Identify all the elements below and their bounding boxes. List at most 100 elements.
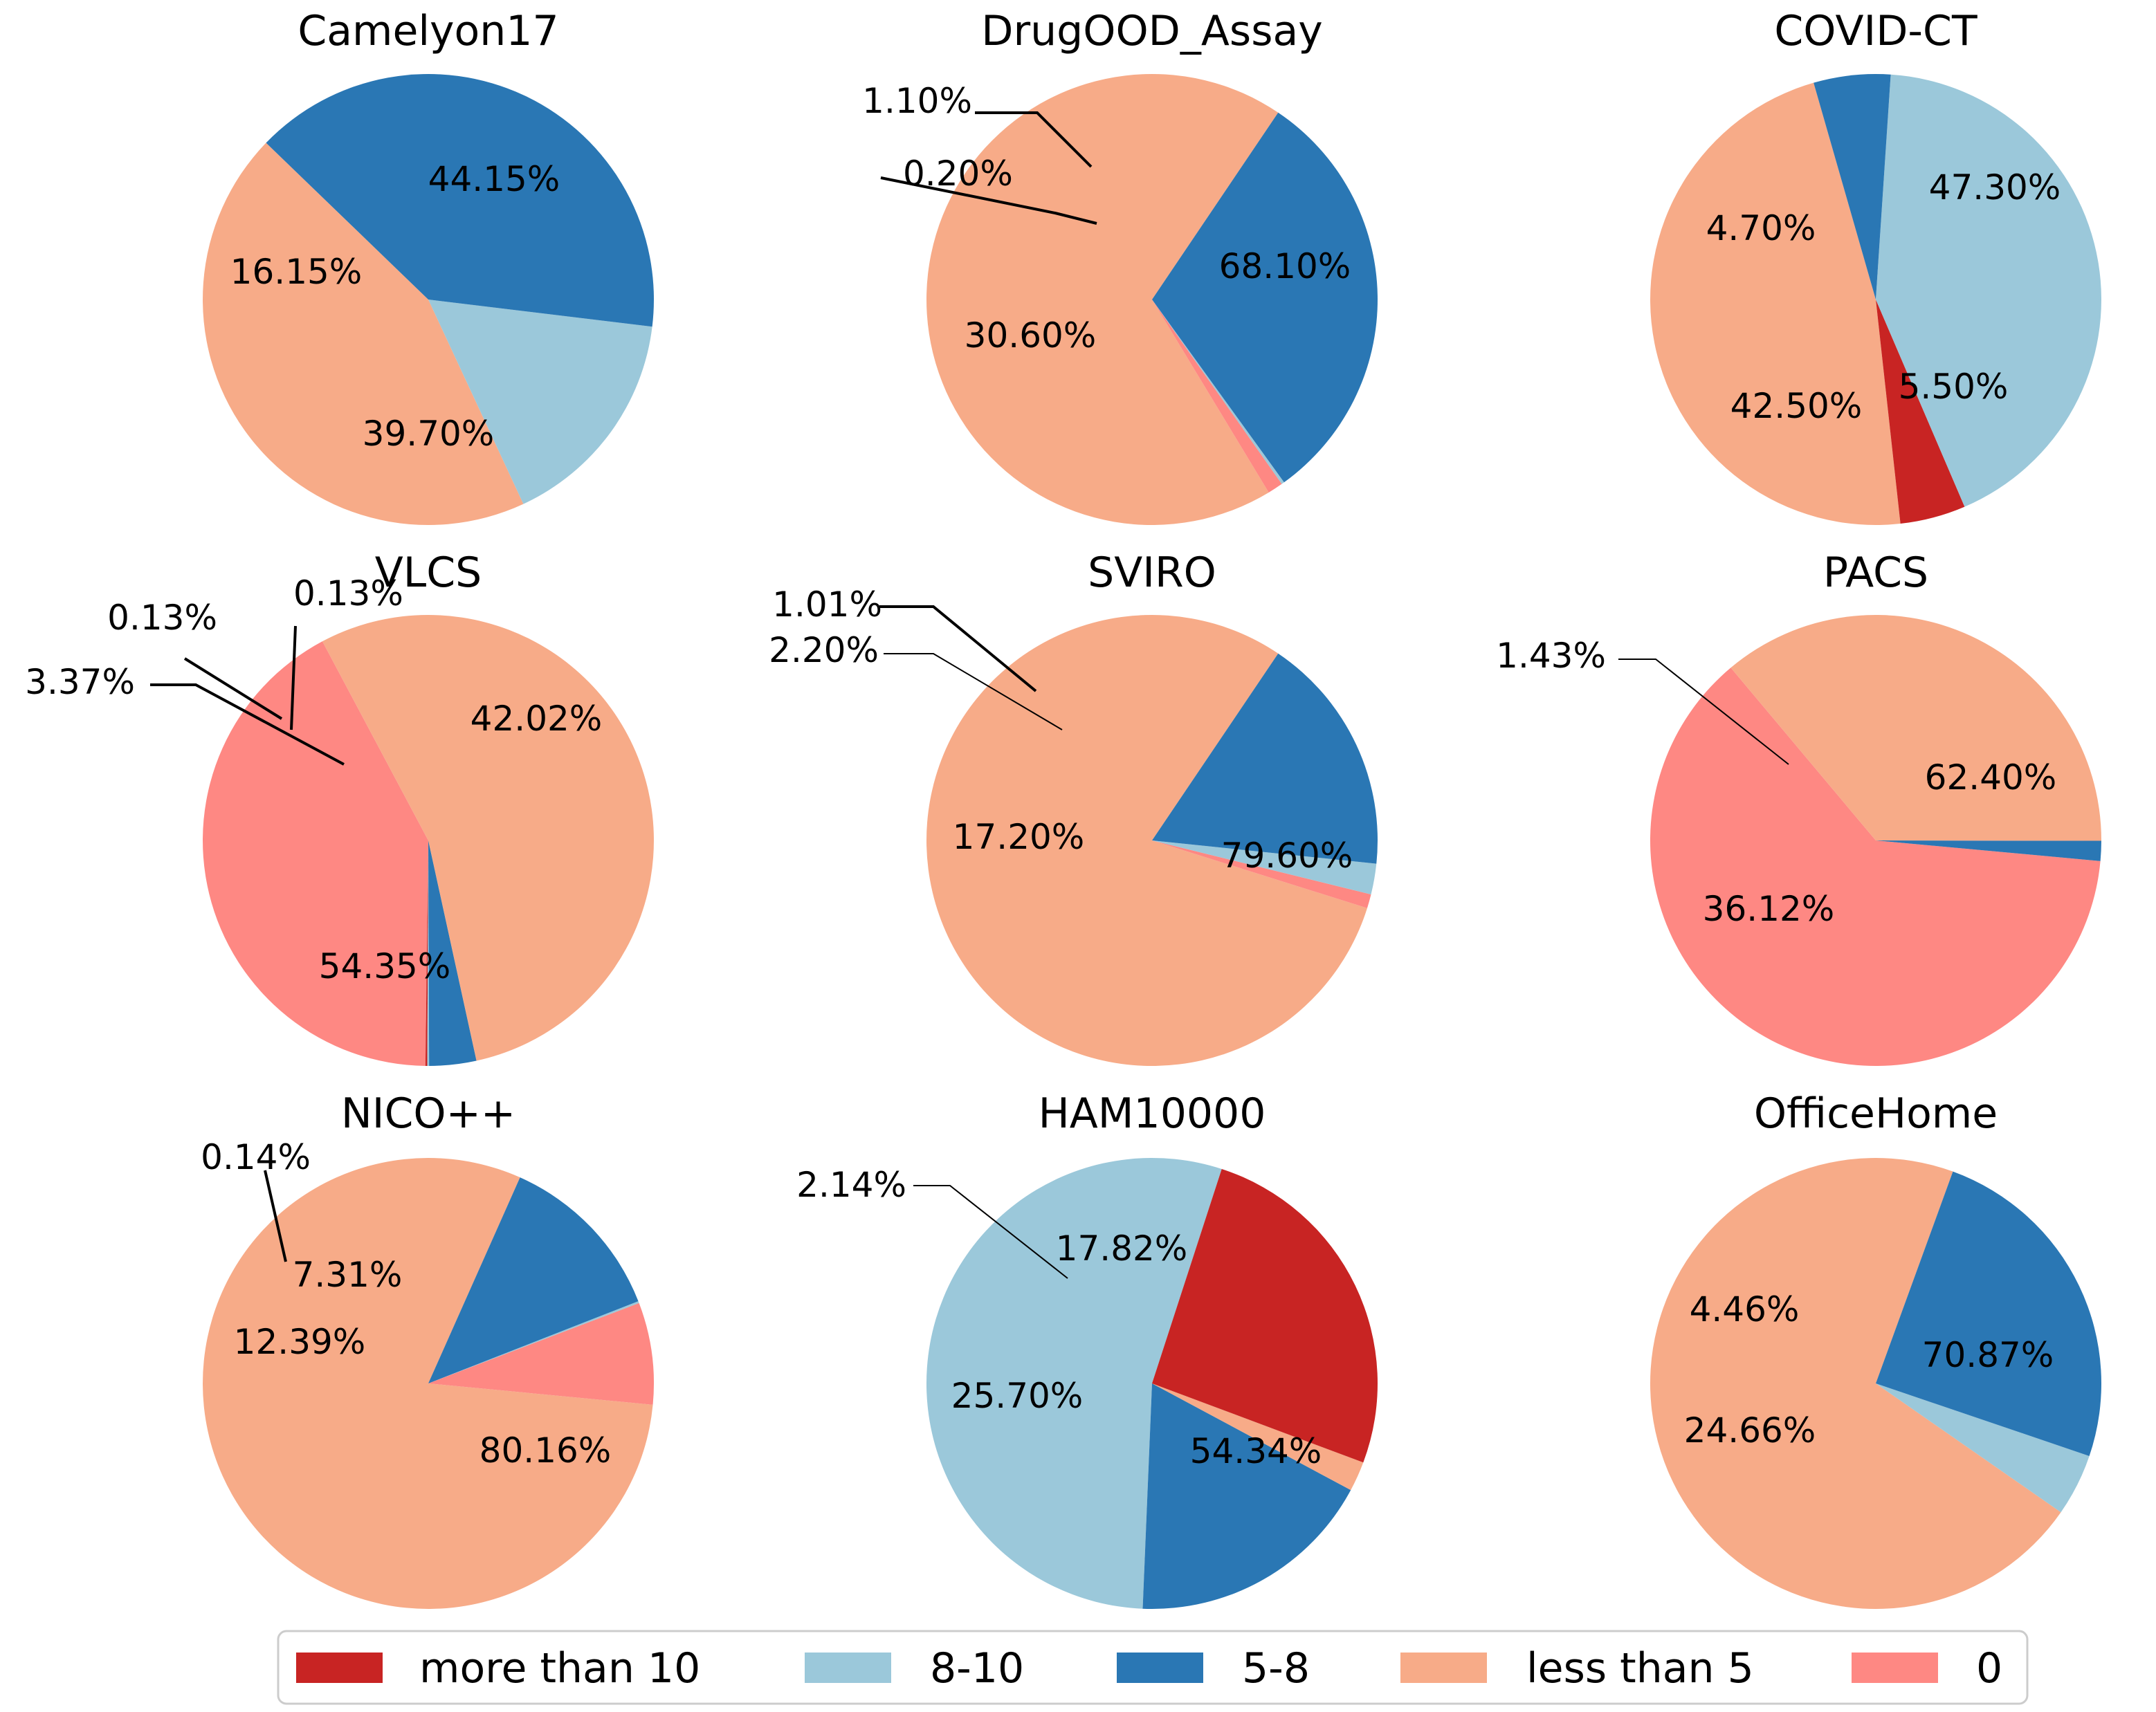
slice-label: 54.35% bbox=[319, 946, 451, 986]
chart-title: DrugOOD_Assay bbox=[981, 7, 1322, 55]
pie-chart-nico: NICO++ 80.16% 7.31% 0.14% 12.39% bbox=[201, 1089, 655, 1609]
chart-title: COVID-CT bbox=[1774, 7, 1977, 55]
legend-swatch-more-than-10 bbox=[296, 1653, 383, 1683]
chart-title: OfficeHome bbox=[1754, 1089, 1998, 1138]
legend-swatch-0 bbox=[1852, 1653, 1938, 1683]
pie-slice-5-8 bbox=[1142, 1383, 1351, 1610]
slice-label: 70.87% bbox=[1922, 1335, 2054, 1375]
slice-label-external: 3.37% bbox=[25, 662, 135, 702]
slice-label: 54.34% bbox=[1190, 1431, 1322, 1471]
pie-slice-less-than-5 bbox=[926, 614, 1367, 1066]
slice-label: 36.12% bbox=[1703, 889, 1835, 929]
slice-label-external: 2.14% bbox=[796, 1165, 906, 1205]
pie-slice-less-than-5 bbox=[1730, 614, 2102, 841]
legend-swatch-less-than-5 bbox=[1400, 1653, 1487, 1683]
leader-line bbox=[879, 605, 1037, 692]
pie-chart-vlcs: VLCS 42.02% 0.13% 0.13% 3.37% 54.35% bbox=[25, 549, 654, 1067]
pie-slice-less-than-5 bbox=[1152, 1383, 1364, 1491]
chart-title: Camelyon17 bbox=[298, 7, 558, 55]
slice-label-external: 0.14% bbox=[201, 1137, 311, 1177]
slice-label: 42.50% bbox=[1730, 386, 1863, 426]
pie-slice-5-8 bbox=[428, 840, 477, 1066]
legend-label-8-10: 8-10 bbox=[930, 1644, 1024, 1693]
leader-line bbox=[150, 683, 345, 766]
pie-slice-less-than-5 bbox=[203, 142, 524, 525]
slice-label: 25.70% bbox=[951, 1376, 1084, 1416]
slice-label: 39.70% bbox=[363, 414, 495, 454]
pie-chart-pacs: PACS 62.40% 1.43% 36.12% bbox=[1496, 549, 2102, 1067]
pie-slice-0 bbox=[1152, 840, 1371, 908]
legend: more than 10 8-10 5-8 less than 5 0 bbox=[277, 1630, 2029, 1705]
slice-label: 68.10% bbox=[1219, 246, 1351, 286]
slice-label: 79.60% bbox=[1221, 836, 1353, 876]
slice-label-external: 1.43% bbox=[1496, 636, 1606, 676]
slice-label: 7.31% bbox=[293, 1255, 403, 1295]
slice-label-external: 1.10% bbox=[862, 81, 972, 121]
pie-slice-0 bbox=[1650, 668, 2101, 1067]
leader-line bbox=[1618, 659, 1789, 765]
pie-slice-8-10 bbox=[926, 1157, 1222, 1609]
pie-slice-8-10 bbox=[1876, 1383, 2090, 1513]
slice-label: 4.70% bbox=[1706, 208, 1816, 248]
pie-slice-less-than-5 bbox=[1650, 1158, 2061, 1610]
pie-slice-less-than-5 bbox=[322, 615, 654, 1061]
pie-slice-less-than-5 bbox=[203, 1157, 653, 1609]
leader-line bbox=[884, 653, 1063, 730]
pie-slice-5-8 bbox=[266, 73, 655, 327]
leader-line bbox=[913, 1185, 1068, 1279]
chart-title: HAM10000 bbox=[1039, 1089, 1266, 1138]
legend-label-5-8: 5-8 bbox=[1242, 1644, 1310, 1693]
legend-swatch-8-10 bbox=[805, 1653, 891, 1683]
legend-label-more-than-10: more than 10 bbox=[419, 1644, 700, 1693]
leader-line bbox=[880, 176, 1097, 225]
pie-slice-more-than-10 bbox=[425, 840, 428, 1066]
slice-label: 17.20% bbox=[953, 817, 1085, 857]
pie-chart-sviro: SVIRO 79.60% 1.01% 2.20% 17.20% bbox=[769, 549, 1378, 1066]
pie-chart-covid-ct: COVID-CT 47.30% 4.70% 42.50% 5.50% bbox=[1650, 7, 2102, 525]
slice-label-external: 0.13% bbox=[293, 573, 403, 614]
pie-slice-5-8 bbox=[1152, 653, 1378, 864]
leader-line bbox=[264, 1170, 287, 1262]
slice-label: 5.50% bbox=[1899, 367, 2009, 407]
pie-slice-5-8 bbox=[1876, 1171, 2102, 1456]
legend-label-0: 0 bbox=[1976, 1644, 2002, 1693]
legend-swatch-5-8 bbox=[1117, 1653, 1203, 1683]
pie-slice-8-10 bbox=[427, 840, 430, 1067]
leader-line bbox=[290, 625, 297, 730]
pie-chart-officehome: OfficeHome 70.87% 4.46% 24.66% bbox=[1650, 1089, 2102, 1610]
slice-label: 30.60% bbox=[965, 315, 1097, 356]
pie-slice-8-10 bbox=[428, 300, 652, 504]
slice-label-external: 0.20% bbox=[903, 154, 1013, 194]
slice-label: 12.39% bbox=[234, 1322, 366, 1362]
slice-label: 16.15% bbox=[230, 252, 363, 292]
chart-title: VLCS bbox=[375, 549, 482, 597]
pie-chart-camelyon17: Camelyon17 44.15% 16.15% 39.70% bbox=[203, 7, 655, 525]
leader-line bbox=[183, 657, 283, 720]
pie-slice-8-10 bbox=[428, 1301, 639, 1383]
pie-slice-less-than-5 bbox=[926, 73, 1279, 525]
slice-label-external: 2.20% bbox=[769, 630, 879, 670]
slice-label: 62.40% bbox=[1925, 757, 2057, 798]
slice-label: 42.02% bbox=[471, 699, 603, 739]
pie-slice-less-than-5 bbox=[1650, 82, 1901, 525]
slice-label: 47.30% bbox=[1929, 167, 2061, 208]
pie-slice-8-10 bbox=[1152, 840, 1377, 894]
chart-title: SVIRO bbox=[1088, 549, 1216, 597]
slice-label-external: 0.13% bbox=[107, 598, 217, 638]
pie-chart-drugood-assay: DrugOOD_Assay 68.10% 1.10% 0.20% 30.60% bbox=[862, 7, 1378, 525]
slice-label: 44.15% bbox=[428, 159, 560, 199]
pie-slice-0 bbox=[203, 641, 428, 1066]
pie-slice-5-8 bbox=[1814, 74, 1891, 300]
legend-label-less-than-5: less than 5 bbox=[1526, 1644, 1754, 1693]
pie-slice-8-10 bbox=[1876, 74, 2102, 507]
charts-layer: Camelyon17 44.15% 16.15% 39.70% DrugOOD_Assa… bbox=[25, 7, 2102, 1610]
slice-label: 80.16% bbox=[479, 1430, 612, 1471]
slice-label-external: 1.01% bbox=[772, 585, 882, 625]
slice-label: 4.46% bbox=[1690, 1289, 1800, 1329]
pie-slice-more-than-10 bbox=[1152, 1168, 1378, 1463]
chart-title: NICO++ bbox=[341, 1089, 515, 1138]
slice-label: 17.82% bbox=[1056, 1228, 1188, 1269]
pie-slice-8-10 bbox=[1152, 300, 1284, 484]
pie-slice-5-8 bbox=[1876, 840, 2101, 861]
slice-label: 24.66% bbox=[1684, 1410, 1816, 1451]
